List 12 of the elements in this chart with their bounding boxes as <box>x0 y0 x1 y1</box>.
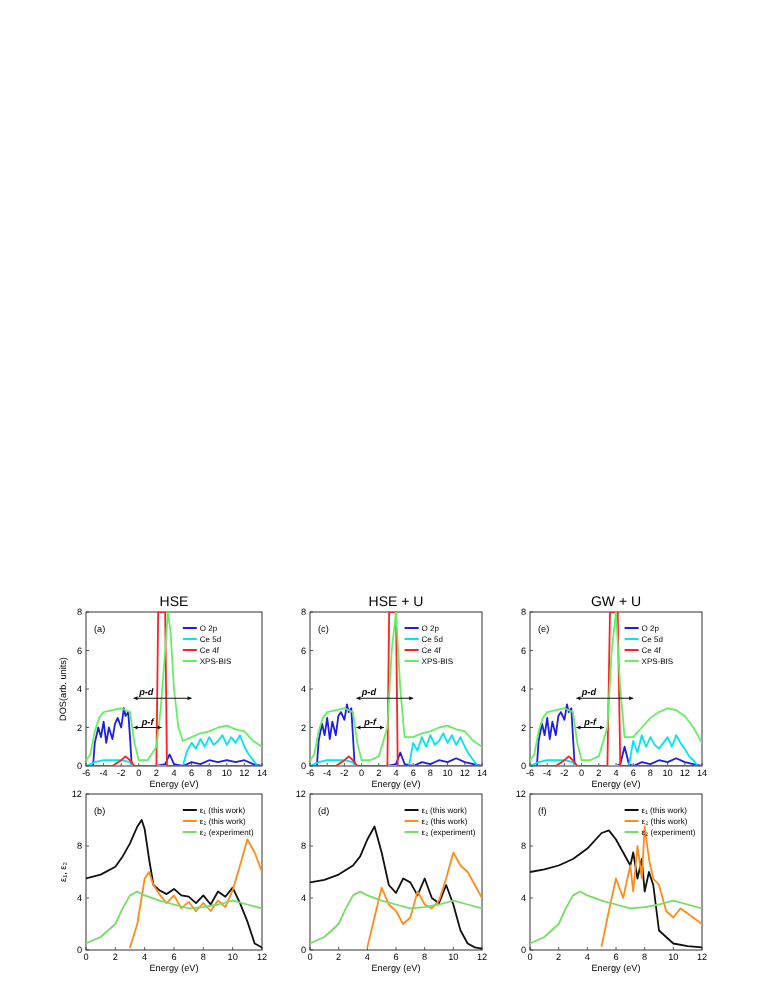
line-series <box>530 829 702 949</box>
line-series <box>310 825 482 950</box>
line-series <box>530 703 702 766</box>
line-series <box>129 838 262 949</box>
line-series <box>86 819 262 949</box>
line-series <box>310 703 482 766</box>
line-series <box>310 890 482 945</box>
line-series <box>86 707 262 766</box>
line-series <box>530 890 702 945</box>
line-series <box>600 825 702 947</box>
line-series <box>366 851 482 949</box>
line-series <box>86 890 262 945</box>
